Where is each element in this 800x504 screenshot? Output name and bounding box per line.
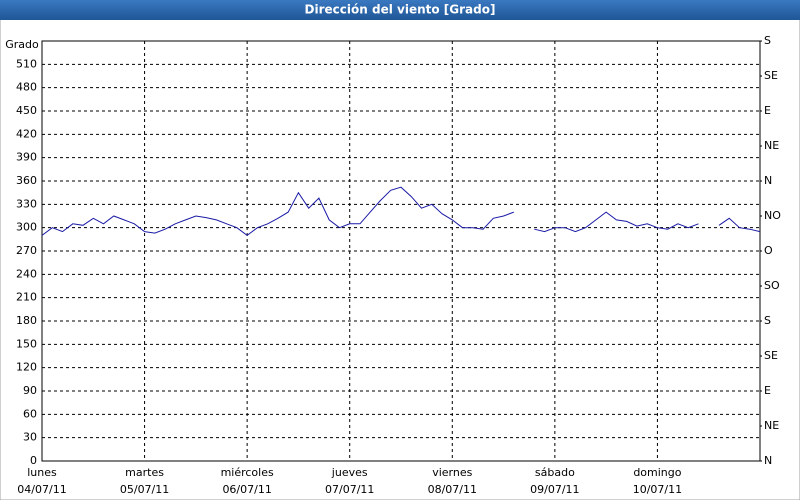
x-tick-label: lunes — [27, 466, 57, 479]
x-tick-label: miércoles — [221, 466, 274, 479]
y-tick-label: 210 — [16, 291, 37, 304]
y2-tick-label: SE — [764, 69, 778, 82]
y-tick-label: 480 — [16, 81, 37, 94]
y2-tick-label: NE — [764, 419, 779, 432]
y-tick-label: 510 — [16, 57, 37, 70]
x-tick-date: 06/07/11 — [222, 483, 271, 496]
y-tick-label: 450 — [16, 104, 37, 117]
y2-tick-label: N — [764, 454, 772, 467]
y2-tick-label: N — [764, 174, 772, 187]
x-tick-date: 08/07/11 — [428, 483, 477, 496]
x-tick-label: martes — [125, 466, 164, 479]
y-tick-label: 300 — [16, 221, 37, 234]
x-tick-date: 05/07/11 — [120, 483, 169, 496]
x-tick-date: 07/07/11 — [325, 483, 374, 496]
x-tick-label: sábado — [535, 466, 575, 479]
y-tick-label: 30 — [23, 431, 37, 444]
y2-tick-label: NO — [764, 209, 781, 222]
x-tick-label: domingo — [633, 466, 681, 479]
y2-tick-label: NE — [764, 139, 779, 152]
plot-area — [42, 41, 760, 461]
title-bar — [0, 0, 800, 20]
x-tick-label: jueves — [331, 466, 368, 479]
data-line — [41, 186, 761, 237]
y2-tick-label: O — [764, 244, 773, 257]
y-tick-label: 120 — [16, 361, 37, 374]
y2-tick-label: E — [764, 104, 771, 117]
y-axis-label: Grado — [5, 38, 39, 51]
y-tick-label: 270 — [16, 244, 37, 257]
y-tick-label: 60 — [23, 407, 37, 420]
chart-title: Dirección del viento [Grado] — [305, 3, 496, 17]
y-tick-label: 330 — [16, 197, 37, 210]
y-tick-label: 240 — [16, 267, 37, 280]
y-tick-label: 150 — [16, 337, 37, 350]
x-tick-date: 09/07/11 — [530, 483, 579, 496]
y2-tick-label: S — [764, 34, 771, 47]
x-tick-date: 10/07/11 — [633, 483, 682, 496]
y-tick-label: 180 — [16, 314, 37, 327]
y-tick-label: 90 — [23, 384, 37, 397]
y-tick-label: 360 — [16, 174, 37, 187]
x-tick-label: viernes — [432, 466, 472, 479]
y-tick-label: 420 — [16, 127, 37, 140]
y2-tick-label: SE — [764, 349, 778, 362]
y-tick-label: 0 — [30, 454, 37, 467]
y2-tick-label: SO — [764, 279, 780, 292]
y-tick-label: 390 — [16, 151, 37, 164]
plot-border — [41, 40, 761, 462]
y2-tick-label: S — [764, 314, 771, 327]
y2-tick-label: E — [764, 384, 771, 397]
x-tick-date: 04/07/11 — [17, 483, 66, 496]
